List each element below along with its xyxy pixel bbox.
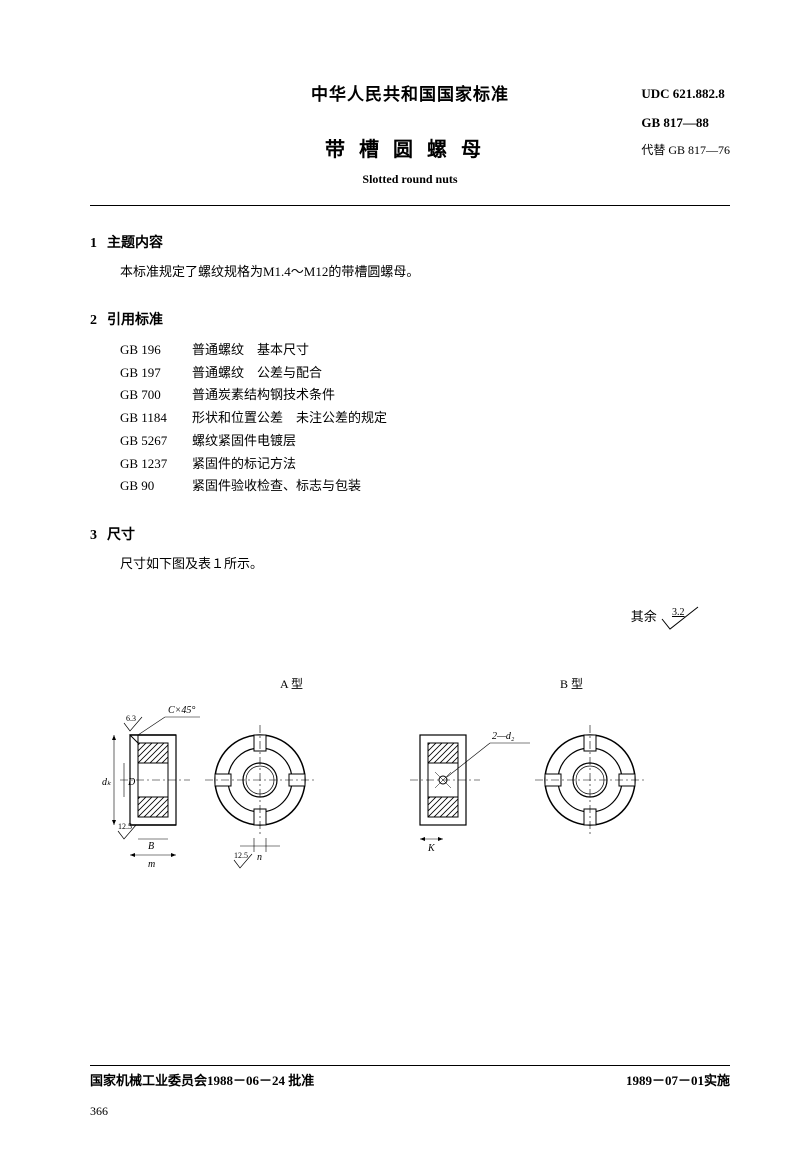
ref-code: GB 196 xyxy=(120,339,192,362)
header: 中华人民共和国国家标准 带槽圆螺母 Slotted round nuts UDC… xyxy=(90,80,730,187)
page: 中华人民共和国国家标准 带槽圆螺母 Slotted round nuts UDC… xyxy=(0,0,800,1169)
footer-rule-line xyxy=(90,1065,730,1066)
udc-code: UDC 621.882.8 xyxy=(641,80,730,109)
footer-approval: 国家机械工业委员会1988－06－24 批准 xyxy=(90,1070,314,1089)
section-1-text: 本标准规定了螺纹规格为M1.4～M12的带槽圆螺母。 xyxy=(120,262,730,283)
dim-B: B xyxy=(148,841,154,852)
gb-code: GB 817—88 xyxy=(641,109,730,138)
ref-row: GB 5267螺纹紧固件电镀层 xyxy=(120,430,730,453)
reference-list: GB 196普通螺纹 基本尺寸 GB 197普通螺纹 公差与配合 GB 700普… xyxy=(120,339,730,498)
type-a-label: A 型 xyxy=(280,675,303,692)
ref-title: 普通炭素结构钢技术条件 xyxy=(192,384,730,407)
surf-125-a: 12.5 xyxy=(118,822,132,831)
ref-code: GB 197 xyxy=(120,362,192,385)
ref-row: GB 1237紧固件的标记方法 xyxy=(120,453,730,476)
type-b-label: B 型 xyxy=(560,675,583,692)
ref-title: 普通螺纹 公差与配合 xyxy=(192,362,730,385)
dim-K: K xyxy=(427,843,436,854)
ref-title: 紧固件验收检查、标志与包装 xyxy=(192,475,730,498)
dim-chamfer: C×45° xyxy=(168,705,195,716)
section-3-number: 3 xyxy=(90,528,97,543)
footer-effective: 1989－07－01实施 xyxy=(626,1070,730,1089)
section-1-title: 主题内容 xyxy=(107,236,163,251)
dim-m: m xyxy=(148,859,155,870)
section-3-title: 尺寸 xyxy=(107,528,135,543)
replace-code: 代替 GB 817—76 xyxy=(641,137,730,163)
roughness-value: 3.2 xyxy=(672,607,685,618)
roughness-label: 其余 xyxy=(631,609,657,624)
footer-row: 国家机械工业委员会1988－06－24 批准 1989－07－01实施 xyxy=(90,1070,730,1089)
ref-code: GB 5267 xyxy=(120,430,192,453)
section-1-heading: 1 主题内容 xyxy=(90,232,730,252)
section-3-text: 尺寸如下图及表１所示。 xyxy=(120,554,730,575)
code-block: UDC 621.882.8 GB 817—88 代替 GB 817—76 xyxy=(641,80,730,164)
document-title-cn: 带槽圆螺母 xyxy=(90,133,730,162)
surf-63: 6.3 xyxy=(126,714,136,723)
ref-row: GB 196普通螺纹 基本尺寸 xyxy=(120,339,730,362)
type-a-section: C×45° 6.3 dₖ D B xyxy=(102,705,200,870)
ref-title: 普通螺纹 基本尺寸 xyxy=(192,339,730,362)
section-2-number: 2 xyxy=(90,313,97,328)
ref-title: 紧固件的标记方法 xyxy=(192,453,730,476)
roughness-symbol-icon: 3.2 xyxy=(660,605,700,631)
dim-dk: dₖ xyxy=(102,777,112,788)
ref-row: GB 700普通炭素结构钢技术条件 xyxy=(120,384,730,407)
page-number: 366 xyxy=(90,1104,108,1119)
type-b-front xyxy=(535,725,645,835)
ref-code: GB 90 xyxy=(120,475,192,498)
dim-n: n xyxy=(257,852,262,863)
surface-roughness-note: 其余 3.2 xyxy=(631,605,700,631)
header-rule xyxy=(90,205,730,206)
ref-code: GB 700 xyxy=(120,384,192,407)
drawing-svg: C×45° 6.3 dₖ D B xyxy=(90,705,730,925)
section-2-title: 引用标准 xyxy=(107,313,163,328)
surf-125-n: 12.5 xyxy=(234,851,248,860)
section-2: 2 引用标准 GB 196普通螺纹 基本尺寸 GB 197普通螺纹 公差与配合 G… xyxy=(90,309,730,498)
technical-drawings: C×45° 6.3 dₖ D B xyxy=(90,705,730,930)
footer: 国家机械工业委员会1988－06－24 批准 1989－07－01实施 xyxy=(90,1065,730,1089)
figure-area: 其余 3.2 A 型 B 型 xyxy=(90,605,730,945)
dim-D: D xyxy=(127,777,136,788)
type-b-section: 2—d₂ K xyxy=(410,731,530,854)
ref-title: 螺纹紧固件电镀层 xyxy=(192,430,730,453)
type-a-front: n 12.5 xyxy=(205,725,315,868)
section-3: 3 尺寸 尺寸如下图及表１所示。 xyxy=(90,524,730,575)
section-3-heading: 3 尺寸 xyxy=(90,524,730,544)
ref-code: GB 1237 xyxy=(120,453,192,476)
section-1-number: 1 xyxy=(90,236,97,251)
ref-code: GB 1184 xyxy=(120,407,192,430)
national-standard-title: 中华人民共和国国家标准 xyxy=(90,80,730,105)
ref-title: 形状和位置公差 未注公差的规定 xyxy=(192,407,730,430)
ref-row: GB 197普通螺纹 公差与配合 xyxy=(120,362,730,385)
document-title-en: Slotted round nuts xyxy=(90,172,730,187)
ref-row: GB 90紧固件验收检查、标志与包装 xyxy=(120,475,730,498)
section-1: 1 主题内容 本标准规定了螺纹规格为M1.4～M12的带槽圆螺母。 xyxy=(90,232,730,283)
section-2-heading: 2 引用标准 xyxy=(90,309,730,329)
ref-row: GB 1184形状和位置公差 未注公差的规定 xyxy=(120,407,730,430)
dim-d2: 2—d₂ xyxy=(492,731,515,742)
